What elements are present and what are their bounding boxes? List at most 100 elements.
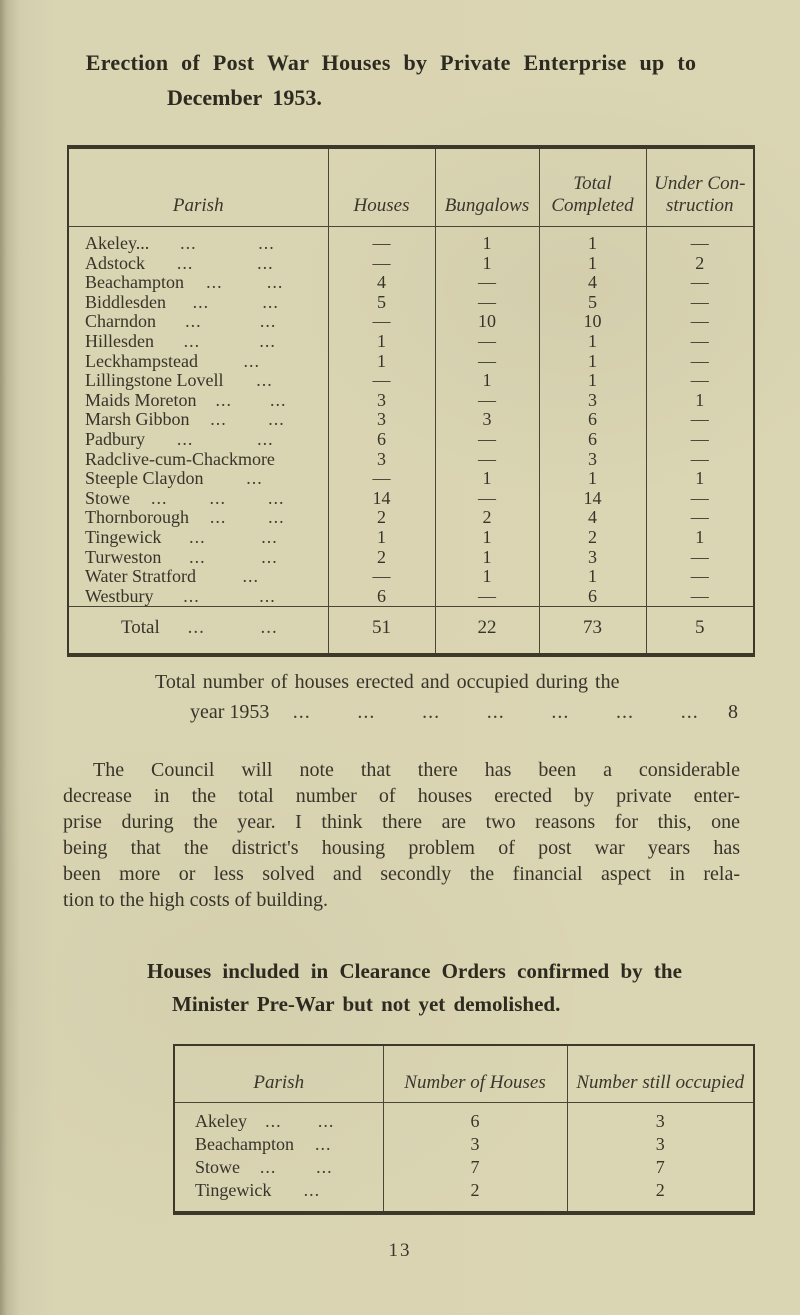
leader-dots: ...	[176, 252, 194, 273]
cell-under-construction: —	[645, 371, 754, 391]
leader-dots: ...	[185, 311, 202, 332]
cell-houses: —	[327, 371, 435, 391]
table-row: Maids Moreton...... 3—3 1	[68, 389, 754, 411]
leader-dots: ...	[189, 546, 206, 567]
parish-name: Stowe	[195, 1157, 240, 1177]
summary-leader-dot-group: ...	[357, 701, 376, 723]
table-row: Beachampton... 3 3	[174, 1133, 754, 1156]
cell-bungalows: 1	[434, 226, 539, 254]
table-header-row: Parish Number of Houses Number still occ…	[174, 1045, 754, 1103]
private-enterprise-houses-table: Parish Houses Bungalows Total Completed …	[67, 145, 755, 658]
cell-bungalows: —	[434, 586, 539, 607]
parish-cell-content: Stowe......	[175, 1156, 383, 1179]
parish-cell-content: Adstock......	[69, 252, 328, 274]
cell-bungalows: —	[434, 449, 539, 470]
parish-cell: Water Stratford...	[68, 566, 328, 587]
table-row: Thornborough...... 2 2 4—	[68, 508, 754, 528]
parish-cell-content: Stowe.........	[69, 487, 328, 509]
cell-houses: —	[327, 469, 435, 489]
parish-name: Lillingstone Lovell	[85, 370, 224, 391]
paragraph-line: tion to the high costs of building.	[63, 889, 328, 911]
parish-cell: Beachampton...	[174, 1133, 383, 1156]
column-header-houses: Houses	[327, 147, 435, 227]
cell-total-completed: 1	[538, 253, 646, 274]
total-cell-bungalows: 22	[434, 606, 539, 656]
leader-dots: ...	[209, 507, 227, 528]
parish-name: Water Stratford	[85, 566, 197, 587]
parish-name: Charndon	[85, 311, 156, 332]
cell-bungalows: —	[434, 390, 539, 411]
paragraph-line: prise during the year. I think there are…	[63, 811, 740, 833]
cell-total-completed: 6	[538, 429, 646, 450]
parish-cell: Thornborough......	[68, 508, 328, 528]
leader-dots: ...	[183, 330, 201, 351]
leader-dots: ...	[317, 1111, 335, 1131]
leader-dots: ...	[259, 1157, 277, 1177]
leader-dots: ...	[242, 566, 259, 587]
cell-number-still-occupied: 3	[566, 1102, 754, 1133]
leader-dots: ...	[215, 389, 232, 410]
cell-under-construction: —	[645, 273, 754, 293]
parish-name: Total	[121, 617, 160, 639]
parish-cell: Turweston......	[68, 546, 328, 568]
table-row: Marsh Gibbon...... 3 3 6—	[68, 410, 754, 430]
parish-name: Stowe	[85, 487, 130, 508]
cell-houses: 6	[327, 429, 435, 450]
parish-cell-content: Water Stratford...	[69, 566, 328, 587]
cell-total-completed: 3	[538, 390, 646, 411]
column-header-bungalows: Bungalows	[434, 147, 539, 227]
leader-dots: ...	[261, 546, 278, 567]
table-row: Water Stratford... —1 1—	[68, 566, 754, 587]
parish-cell: Biddlesden......	[68, 291, 328, 313]
parish-cell-content: Tingewick......	[69, 526, 328, 548]
table-row: Padbury...... 6—6—	[68, 428, 754, 450]
leader-dots: ...	[257, 428, 274, 449]
parish-name: Maids Moreton	[85, 389, 197, 410]
leader-dots: ...	[259, 330, 276, 351]
cell-total-completed: 2	[538, 527, 646, 548]
cell-total-completed: 1	[538, 469, 646, 489]
cell-total-completed: 1	[538, 371, 646, 391]
summary-leader-dot-group: ...	[422, 701, 441, 723]
cell-under-construction: 1	[645, 469, 754, 489]
cell-under-construction: —	[645, 292, 754, 313]
table-row: Steeple Claydon... —1 1 1	[68, 469, 754, 489]
page-title-line1: Erection of Post War Houses by Private E…	[85, 50, 697, 75]
cell-total-completed: 3	[538, 547, 646, 568]
parish-name: Hillesden	[85, 330, 154, 351]
parish-cell-content: Radclive-cum-Chackmore	[69, 448, 328, 470]
parish-cell: Padbury......	[68, 428, 328, 450]
total-cell-houses: 51	[327, 606, 435, 656]
parish-cell: Akeley......	[174, 1103, 383, 1134]
parish-name: Radclive-cum-Chackmore	[85, 448, 275, 469]
table-header-row: Parish Houses Bungalows Total Completed …	[68, 147, 754, 227]
cell-houses: 5	[327, 292, 435, 313]
cell-under-construction: —	[645, 410, 754, 430]
leader-dots: ...	[268, 507, 285, 528]
cell-under-construction: —	[645, 566, 754, 587]
summary-leader-dot-group: ...	[551, 701, 570, 723]
leader-dots: ...	[192, 291, 210, 312]
cell-under-construction: —	[645, 586, 754, 607]
parish-cell-content: Leckhampstead...	[69, 351, 328, 372]
table-row: Beachampton...... 4—4—	[68, 273, 754, 293]
parish-cell-content: Biddlesden......	[69, 291, 328, 313]
cell-houses: —	[327, 253, 435, 274]
page-number: 13	[388, 1240, 412, 1261]
table-row: Charndon...... —10 10—	[68, 312, 754, 332]
parish-cell-content: Maids Moreton......	[69, 389, 328, 411]
parish-name: Akeley...	[85, 233, 150, 253]
cell-bungalows: 3	[434, 410, 539, 430]
leader-dots: ...	[268, 487, 285, 508]
cell-under-construction: —	[645, 508, 754, 528]
cell-total-completed: 1	[538, 351, 646, 372]
cell-bungalows: —	[434, 331, 539, 352]
cell-under-construction: —	[645, 226, 754, 254]
table-row: Westbury...... 6—6—	[68, 586, 754, 607]
cell-houses: 4	[327, 273, 435, 293]
parish-cell: Hillesden......	[68, 330, 328, 352]
cell-number-still-occupied: 2	[566, 1179, 754, 1213]
parish-name: Turweston	[85, 546, 162, 567]
leader-dots: ...	[261, 526, 278, 547]
parish-cell-content: Tingewick...	[175, 1179, 383, 1202]
